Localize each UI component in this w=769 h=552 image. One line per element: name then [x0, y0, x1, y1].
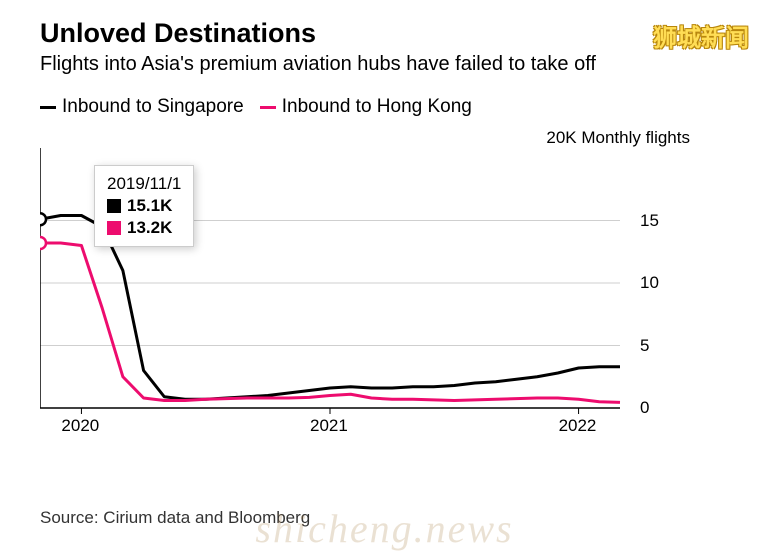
x-tick-label: 2022 — [559, 416, 597, 436]
tooltip-value: 13.2K — [127, 218, 172, 238]
legend-label: Inbound to Hong Kong — [282, 96, 472, 118]
tooltip-row-hongkong: 13.2K — [107, 218, 181, 238]
legend-item-singapore: Inbound to Singapore — [40, 96, 244, 118]
cn-watermark: 狮城新闻 — [653, 18, 749, 53]
y-tick-label: 5 — [640, 336, 649, 356]
legend-label: Inbound to Singapore — [62, 96, 244, 118]
source-attribution: Source: Cirium data and Bloomberg — [40, 508, 310, 528]
x-tick-label: 2021 — [310, 416, 348, 436]
chart-subtitle: Flights into Asia's premium aviation hub… — [40, 53, 769, 76]
tooltip-date: 2019/11/1 — [107, 174, 181, 194]
y-axis-top-label: 20K Monthly flights — [546, 128, 690, 148]
x-tick-label: 2020 — [61, 416, 99, 436]
tooltip-row-singapore: 15.1K — [107, 196, 181, 216]
legend-swatch-hongkong — [260, 106, 276, 109]
chart-area: 20K Monthly flights 051015 202020212022 … — [40, 128, 720, 428]
legend-item-hongkong: Inbound to Hong Kong — [260, 96, 472, 118]
tooltip: 2019/11/1 15.1K 13.2K — [94, 165, 194, 247]
tooltip-swatch — [107, 199, 121, 213]
y-tick-label: 15 — [640, 211, 659, 231]
y-tick-label: 10 — [640, 273, 659, 293]
tooltip-swatch — [107, 221, 121, 235]
y-tick-label: 0 — [640, 398, 649, 418]
legend-swatch-singapore — [40, 106, 56, 109]
legend: Inbound to Singapore Inbound to Hong Kon… — [40, 96, 769, 118]
tooltip-value: 15.1K — [127, 196, 172, 216]
